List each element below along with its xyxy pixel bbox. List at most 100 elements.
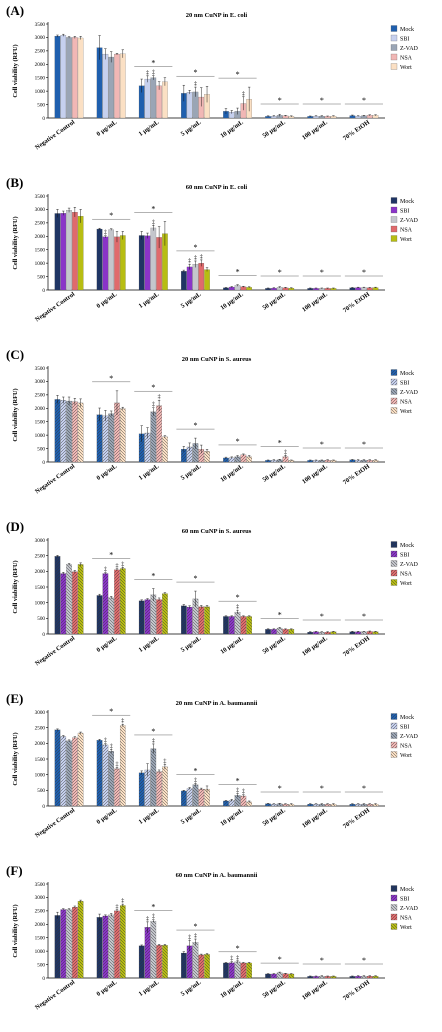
y-tick-label: 500 [37, 446, 45, 452]
category-label: 0 µg/mL [95, 807, 118, 826]
dagger-mark: ‡ [115, 762, 118, 768]
significance-star: * [278, 96, 282, 105]
significance-star: * [320, 96, 324, 105]
category-label: 10 µg/mL [219, 807, 245, 828]
y-tick-label: 1500 [35, 936, 46, 942]
legend-label: Wort [400, 65, 412, 71]
bar [54, 915, 61, 979]
significance-star: * [362, 440, 366, 449]
legend-swatch [390, 569, 398, 577]
category-label: 10 µg/mL [219, 463, 245, 484]
category-label: 70% EtOH [342, 807, 371, 830]
bar [108, 914, 114, 979]
bar [60, 909, 67, 979]
category-label: 100 µg/mL [301, 119, 329, 142]
y-tick-label: 1000 [35, 772, 46, 778]
bar [186, 92, 193, 119]
significance-star: * [193, 922, 197, 931]
significance-star: * [278, 955, 282, 964]
panel-label: (F) [6, 863, 23, 878]
bar [60, 35, 67, 119]
significance-star: * [236, 268, 240, 277]
y-tick-label: 3500 [35, 882, 46, 888]
bar [223, 962, 229, 979]
bar [240, 795, 247, 807]
category-label: 1 µg/mL [138, 635, 161, 654]
y-tick-label: 1000 [35, 949, 46, 955]
category-label: 5 µg/mL [180, 463, 203, 482]
legend-label: SBI [400, 209, 409, 215]
legend-label: NSA [400, 916, 413, 922]
panel-label: (C) [6, 347, 24, 362]
legend-swatch [390, 25, 398, 32]
significance-star: * [362, 956, 366, 965]
dagger-mark: ‡ [121, 899, 124, 905]
bar [72, 906, 78, 979]
legend-label: NSA [400, 744, 413, 750]
chart-panel: (D) 60 nm CuNP in S. aureus 0 500 1000 1500 20… [6, 519, 419, 667]
bar [72, 37, 78, 119]
bar [150, 227, 157, 291]
bar [119, 235, 126, 291]
category-label: 1 µg/mL [138, 979, 161, 998]
significance-star: * [109, 707, 113, 716]
bar [108, 751, 114, 807]
bar [119, 568, 126, 635]
bar [150, 77, 157, 119]
legend-label: Z-VAD [400, 218, 419, 224]
legend-swatch [390, 407, 398, 414]
bar [138, 772, 145, 807]
dagger-mark: ‡ [104, 567, 107, 573]
category-label: 0 µg/mL [95, 119, 118, 138]
y-tick-label: 3000 [35, 710, 46, 716]
category-label: 70% EtOH [342, 979, 371, 1002]
dagger-mark: ‡ [236, 788, 239, 794]
significance-star: * [151, 572, 155, 581]
legend-swatch [390, 378, 398, 386]
bar [150, 411, 157, 463]
y-tick-label: 2000 [35, 234, 46, 240]
y-tick-label: 0 [42, 116, 45, 122]
y-axis-label: Cell viability (RFU) [12, 216, 19, 269]
bar [72, 571, 78, 635]
bar [223, 616, 229, 635]
significance-star: * [278, 784, 282, 793]
legend-label: NSA [400, 572, 413, 578]
dagger-mark: ‡ [121, 719, 124, 725]
legend-swatch [390, 206, 398, 214]
y-tick-label: 500 [37, 274, 45, 280]
significance-star: * [236, 593, 240, 602]
bar [108, 597, 114, 635]
dagger-mark: ‡ [188, 935, 191, 941]
y-tick-label: 2000 [35, 922, 46, 928]
category-label: 50 µg/mL [261, 291, 287, 312]
legend-swatch [390, 235, 398, 242]
y-axis-label: Cell viability (RFU) [12, 732, 19, 785]
bar [102, 573, 109, 635]
legend-swatch [390, 63, 398, 70]
y-tick-label: 0 [42, 976, 45, 982]
category-label: Negative Control [34, 119, 76, 152]
legend-label: Mock [400, 715, 414, 721]
y-tick-label: 2500 [35, 393, 46, 399]
legend-swatch [390, 53, 398, 61]
category-label: Negative Control [34, 979, 76, 1012]
y-tick-label: 500 [37, 962, 45, 968]
bar [265, 629, 271, 635]
bar [108, 413, 114, 463]
legend-swatch [390, 550, 398, 558]
bar [276, 627, 283, 635]
legend-swatch [390, 397, 398, 405]
legend-label: SBI [400, 37, 409, 43]
dagger-mark: ‡ [104, 738, 107, 744]
legend-label: NSA [400, 400, 413, 406]
bar [228, 616, 235, 635]
category-label: 100 µg/mL [301, 807, 329, 830]
legend-swatch [390, 732, 398, 739]
bar [198, 788, 205, 807]
significance-star: * [278, 438, 282, 447]
category-label: 100 µg/mL [301, 291, 329, 314]
dagger-mark: ‡ [152, 220, 155, 226]
bar [54, 729, 61, 807]
category-label: 10 µg/mL [219, 291, 245, 312]
